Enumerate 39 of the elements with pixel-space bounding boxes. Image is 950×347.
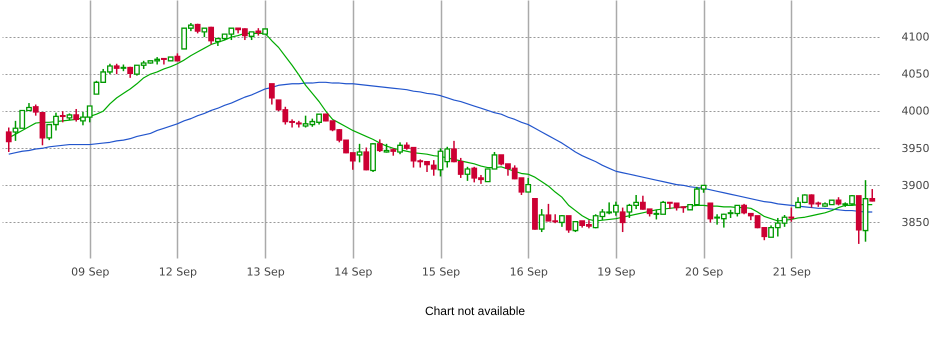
x-tick-label: 16 Sep xyxy=(510,266,548,278)
y-tick-label: 3850 xyxy=(902,216,930,229)
candlestick xyxy=(566,214,572,234)
candlestick xyxy=(397,142,403,155)
y-tick-label: 4050 xyxy=(902,68,930,81)
candlestick xyxy=(464,166,470,182)
candlestick xyxy=(6,126,12,153)
x-tick-label: 09 Sep xyxy=(71,266,110,278)
candlestick xyxy=(559,214,565,228)
x-tick-label: 13 Sep xyxy=(246,266,285,278)
candlestick xyxy=(194,22,201,34)
candlestick xyxy=(620,206,626,233)
text: Chart not available xyxy=(424,304,526,318)
x-tick-label: 20 Sep xyxy=(684,266,724,278)
line-series xyxy=(8,82,873,213)
candlestick xyxy=(707,202,714,224)
candlestick xyxy=(208,26,214,46)
candlestick xyxy=(127,66,134,79)
candlestick xyxy=(538,208,545,233)
candlestick xyxy=(376,138,383,153)
x-tick-label: 15 Sep xyxy=(422,266,460,278)
candlestick xyxy=(363,146,370,172)
y-tick-label: 3950 xyxy=(902,142,930,155)
candlestick xyxy=(73,108,80,122)
candlestick xyxy=(788,206,794,222)
candlestick xyxy=(525,177,532,193)
candlestick xyxy=(869,188,876,202)
x-tick-label: 19 Sep xyxy=(597,266,636,278)
y-tick-label: 4000 xyxy=(902,104,930,118)
x-tick-label: 21 Sep xyxy=(772,266,811,278)
y-tick-label: 4100 xyxy=(902,30,930,44)
candlestick xyxy=(268,83,275,106)
y-tick-label: 3900 xyxy=(902,178,930,192)
candlestick xyxy=(356,143,362,164)
x-tick-label: 12 Sep xyxy=(158,266,198,278)
candlestick xyxy=(60,110,66,124)
candlestick xyxy=(114,63,120,75)
x-tick-label: 14 Sep xyxy=(334,266,372,278)
candlestick xyxy=(572,220,578,233)
